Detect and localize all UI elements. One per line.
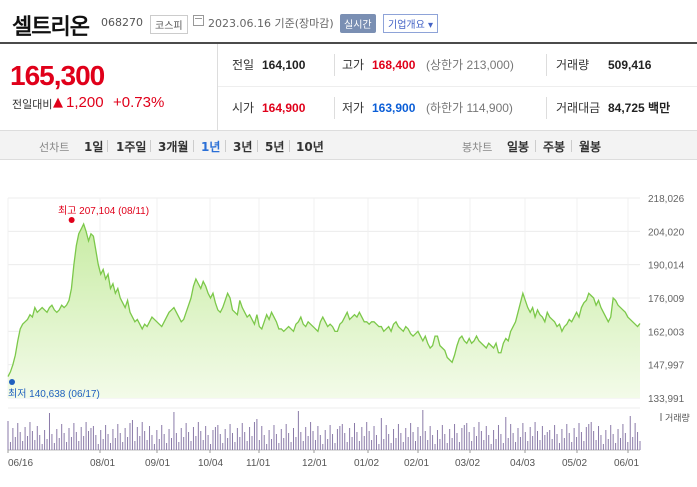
realtime-button[interactable]: 실시간 [340, 14, 376, 33]
period-divider [225, 140, 226, 152]
period-divider [107, 140, 108, 152]
header-divider [0, 42, 697, 44]
chart-period-bar: 선차트 1일 1주일 3개월 1년 3년 5년 10년 봉차트 일봉 주봉 월봉 [0, 130, 697, 160]
company-overview-button[interactable]: 기업개요 ▾ [383, 14, 438, 33]
amount-value: 84,725 백만 [608, 101, 671, 115]
period-divider [289, 140, 290, 152]
stat-divider [334, 97, 335, 119]
price-stats: 전일 164,100 고가 168,400 (상한가 213,000) 거래량 … [218, 44, 697, 130]
stock-header: 셀트리온 068270 코스피 2023.06.16 기준(장마감) 실시간 기… [0, 0, 697, 44]
period-button-3m[interactable]: 3개월 [158, 140, 189, 154]
stat-divider [334, 54, 335, 76]
up-arrow-icon: ▲ [53, 95, 63, 110]
prev-close-value: 164,100 [262, 58, 306, 72]
current-price: 165,300 [10, 60, 105, 91]
y-tick-label: 176,009 [648, 294, 685, 305]
volume-label: 거래량 [556, 58, 590, 72]
y-tick-label: 133,991 [648, 394, 685, 405]
stock-name: 셀트리온 [12, 15, 90, 40]
candle-button-monthly[interactable]: 월봉 [579, 140, 602, 154]
x-tick-label: 04/03 [510, 458, 535, 469]
lower-limit: (하한가 114,900) [426, 101, 513, 115]
price-date: 2023.06.16 기준(장마감) [208, 17, 334, 30]
period-button-1d[interactable]: 1일 [84, 140, 104, 154]
y-tick-label: 162,003 [648, 327, 685, 338]
period-divider [257, 140, 258, 152]
period-button-10y[interactable]: 10년 [296, 140, 324, 154]
period-divider [150, 140, 151, 152]
x-tick-label: 09/01 [145, 458, 170, 469]
price-change: 1,200 [66, 94, 104, 111]
min-marker [9, 379, 15, 385]
max-marker [68, 217, 75, 223]
current-price-box: 165,300 전일대비 ▲ 1,200 +0.73% [0, 44, 218, 130]
period-button-5y[interactable]: 5년 [265, 140, 285, 154]
x-tick-label: 05/02 [562, 458, 587, 469]
price-line [7, 222, 641, 377]
prev-close-label: 전일 [232, 58, 255, 72]
period-divider [193, 140, 194, 152]
open-value: 164,900 [262, 101, 306, 115]
stats-row-1: 전일 164,100 고가 168,400 (상한가 213,000) 거래량 … [218, 44, 697, 87]
max-label: 최고 207,104 (08/11) [58, 205, 149, 217]
x-tick-label: 12/01 [302, 458, 327, 469]
high-value: 168,400 [372, 58, 416, 72]
market-badge: 코스피 [150, 15, 188, 34]
period-button-1y[interactable]: 1년 [201, 140, 221, 154]
x-tick-label: 10/04 [198, 458, 223, 469]
price-chart-svg: 218,026 204,020 190,014 176,009 162,003 147,9… [7, 194, 690, 469]
stat-divider [546, 97, 547, 119]
y-tick-label: 218,026 [648, 194, 685, 205]
change-label: 전일대비 [12, 98, 53, 111]
high-label: 고가 [342, 58, 365, 72]
min-label: 최저 140,638 (06/17) [8, 388, 100, 400]
x-tick-label: 02/01 [404, 458, 429, 469]
period-button-1w[interactable]: 1주일 [116, 140, 147, 154]
x-tick-label: 06/16 [8, 458, 33, 469]
volume-label: 거래량 [665, 412, 690, 424]
open-label: 시가 [232, 101, 255, 115]
price-area [8, 223, 640, 398]
period-button-3y[interactable]: 3년 [233, 140, 253, 154]
amount-label: 거래대금 [556, 101, 601, 115]
price-chart[interactable]: 218,026 204,020 190,014 176,009 162,003 147,9… [0, 160, 697, 483]
price-change-percent: +0.73% [113, 94, 165, 111]
x-tick-label: 01/02 [354, 458, 379, 469]
low-value: 163,900 [372, 101, 416, 115]
low-label: 저가 [342, 101, 365, 115]
candle-chart-label: 봉차트 [462, 141, 493, 154]
y-tick-label: 190,014 [648, 261, 685, 272]
x-tick-label: 08/01 [90, 458, 115, 469]
candle-button-weekly[interactable]: 주봉 [543, 140, 566, 154]
period-divider [571, 140, 572, 152]
upper-limit: (상한가 213,000) [426, 58, 514, 72]
x-tick-label: 03/02 [455, 458, 480, 469]
stat-divider [546, 54, 547, 76]
stock-code: 068270 [101, 16, 143, 29]
period-divider [535, 140, 536, 152]
stats-row-2: 시가 164,900 저가 163,900 (하한가 114,900) 거래대금… [218, 87, 697, 130]
x-tick-label: 06/01 [614, 458, 639, 469]
y-tick-label: 204,020 [648, 227, 685, 238]
x-tick-label: 11/01 [246, 458, 271, 469]
y-tick-label: 147,997 [648, 361, 685, 372]
volume-value: 509,416 [608, 58, 652, 72]
candle-button-daily[interactable]: 일봉 [507, 140, 530, 154]
line-chart-label: 선차트 [39, 141, 70, 154]
calendar-icon [193, 15, 204, 26]
